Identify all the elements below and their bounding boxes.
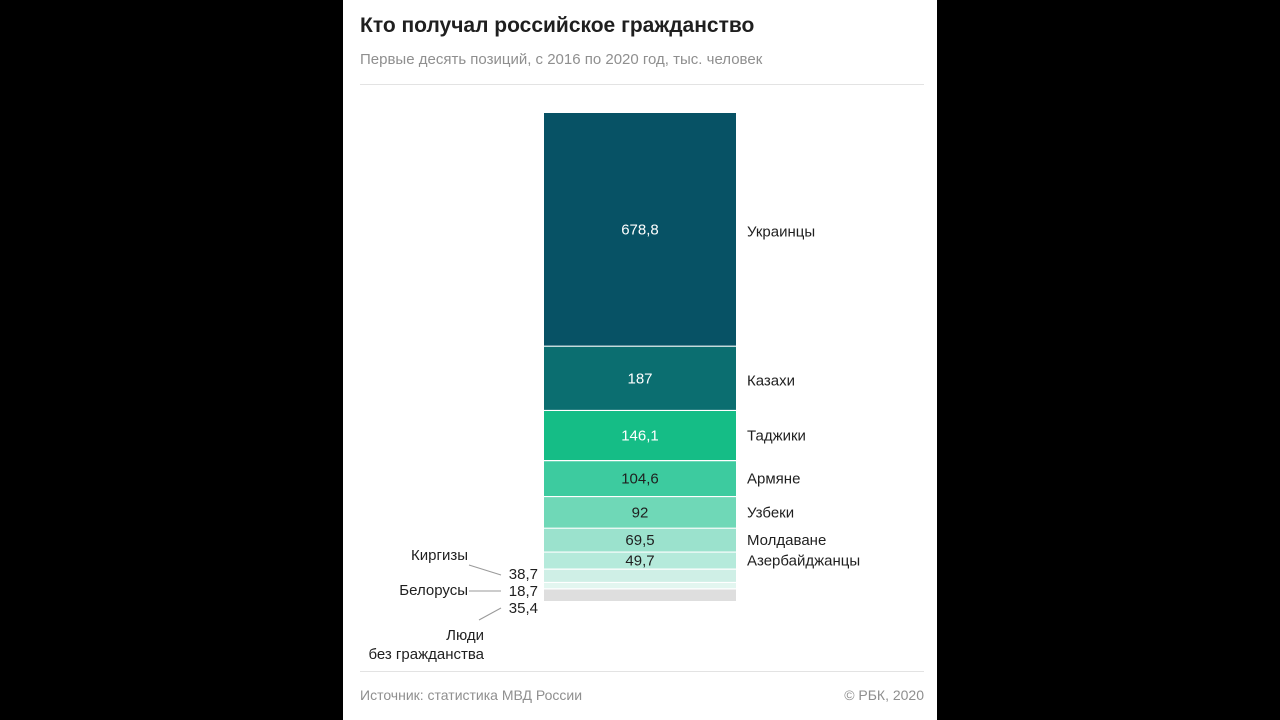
- source-note: Источник: статистика МВД России: [360, 687, 583, 703]
- value-label-6: 49,7: [625, 553, 654, 570]
- left-label-stateless-line1: Люди: [446, 627, 484, 644]
- segment-name-4: Узбеки: [747, 504, 794, 521]
- bar-segment-3: [544, 460, 736, 497]
- segment-name-1: Казахи: [747, 372, 795, 389]
- segment-name-0: Украинцы: [747, 224, 815, 241]
- bar-segment-8: [544, 582, 736, 589]
- stacked-bar-chart: 678,8 Украинцы 187 Казахи 146,1 Таджики 104,6 А…: [368, 113, 860, 663]
- footer-divider: [360, 671, 924, 672]
- left-label-belorusy: Белорусы: [399, 582, 468, 599]
- bar-segment-1: [544, 346, 736, 411]
- chart-subtitle: Первые десять позиций, с 2016 по 2020 го…: [360, 51, 763, 68]
- copyright-note: © РБК, 2020: [844, 687, 924, 703]
- bar-segment-0: [544, 113, 736, 347]
- value-label-8: 18,7: [509, 583, 538, 600]
- leader-line-9: [478, 607, 502, 621]
- segment-name-5: Молдаване: [747, 532, 826, 549]
- value-label-4: 92: [632, 504, 649, 521]
- chart-card: Кто получал российское гражданство Первы…: [343, 0, 937, 720]
- leader-line-7: [468, 564, 502, 576]
- value-label-0: 678,8: [621, 222, 659, 239]
- header-divider: [360, 84, 924, 85]
- left-label-stateless-line2: без гражданства: [368, 646, 484, 663]
- left-label-kirgizy: Киргизы: [411, 547, 468, 564]
- segment-name-2: Таджики: [747, 428, 806, 445]
- bar-segment-9: [544, 588, 736, 601]
- value-label-2: 146,1: [621, 428, 659, 445]
- bar-segment-4: [544, 496, 736, 529]
- bar-segment-2: [544, 410, 736, 461]
- value-label-1: 187: [627, 370, 652, 387]
- bar-segment-7: [544, 569, 736, 583]
- value-label-7: 38,7: [509, 566, 538, 583]
- bar-segment-5: [544, 528, 736, 553]
- chart-title: Кто получал российское гражданство: [360, 14, 755, 37]
- segment-name-6: Азербайджанцы: [747, 553, 860, 570]
- segment-name-3: Армяне: [747, 471, 800, 488]
- value-label-9: 35,4: [509, 600, 538, 617]
- value-label-5: 69,5: [625, 532, 654, 549]
- value-label-3: 104,6: [621, 471, 659, 488]
- bar-segment-6: [544, 552, 736, 570]
